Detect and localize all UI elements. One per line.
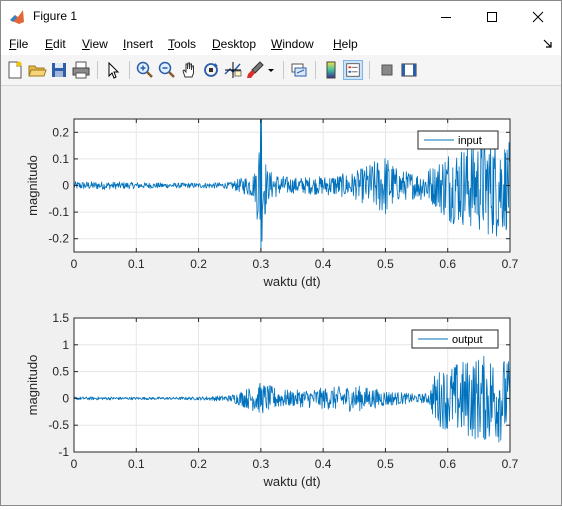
x-tick-label: 0.7 xyxy=(502,457,519,471)
y-tick-label: 1 xyxy=(62,338,69,352)
x-tick-label: 0.1 xyxy=(128,457,145,471)
x-tick-label: 0.4 xyxy=(315,257,332,271)
new-figure-icon[interactable] xyxy=(5,60,25,80)
menu-desktop[interactable]: Desktop xyxy=(212,37,257,51)
close-button[interactable] xyxy=(515,1,561,33)
y-tick-label: 1.5 xyxy=(52,311,69,325)
brush-dropdown-icon[interactable] xyxy=(265,60,277,80)
x-tick-label: 0 xyxy=(71,257,78,271)
figure-canvas[interactable]: 0 0.1 0.2 0.3 0.4 0.5 0.6 0.7 -0.2 -0.1 0 0.1 0.2 wak… xyxy=(1,86,561,505)
menu-view[interactable]: View xyxy=(82,37,108,51)
legend-label: output xyxy=(452,334,483,346)
zoom-out-icon[interactable] xyxy=(157,60,177,80)
series-line-output xyxy=(73,355,511,443)
show-plot-tools-icon[interactable] xyxy=(399,60,419,80)
toolbar-separator xyxy=(315,61,316,79)
menu-insert[interactable]: Insert xyxy=(123,37,154,51)
series-line-input xyxy=(73,118,511,253)
close-icon xyxy=(532,11,544,23)
x-axis-label: waktu (dt) xyxy=(262,274,320,289)
y-tick-label: 0.5 xyxy=(52,365,69,379)
menu-file[interactable]: File xyxy=(9,37,29,51)
zoom-in-icon[interactable] xyxy=(135,60,155,80)
y-tick-label: 0 xyxy=(62,179,69,193)
insert-legend-icon[interactable] xyxy=(343,60,363,80)
x-tick-label: 0.6 xyxy=(439,457,456,471)
select-arrow-icon[interactable] xyxy=(103,60,123,80)
x-tick-label: 0.1 xyxy=(128,257,145,271)
maximize-button[interactable] xyxy=(469,1,515,33)
legend-box[interactable] xyxy=(417,130,499,150)
menu-edit[interactable]: Edit xyxy=(45,37,66,51)
print-icon[interactable] xyxy=(71,60,91,80)
figure-toolbar xyxy=(1,55,561,86)
x-tick-label: 0.4 xyxy=(315,457,332,471)
title-bar[interactable]: Figure 1 xyxy=(1,1,561,33)
data-cursor-icon[interactable] xyxy=(223,60,243,80)
insert-colorbar-icon[interactable] xyxy=(321,60,341,80)
menu-help[interactable]: Help xyxy=(333,37,358,51)
minimize-button[interactable] xyxy=(423,1,469,33)
y-tick-label: -1 xyxy=(58,445,69,459)
matlab-icon xyxy=(10,10,24,24)
x-tick-label: 0.7 xyxy=(502,257,519,271)
y-tick-label: -0.1 xyxy=(48,205,69,219)
legend[interactable]: output xyxy=(411,329,499,349)
y-tick-label: 0.2 xyxy=(52,125,69,139)
x-tick-label: 0.3 xyxy=(253,457,270,471)
minimize-icon xyxy=(441,17,451,18)
toolbar-separator xyxy=(369,61,370,79)
x-tick-label: 0 xyxy=(71,457,78,471)
axes-frame xyxy=(73,317,511,453)
toolbar-separator xyxy=(283,61,284,79)
x-tick-label: 0.3 xyxy=(253,257,270,271)
window-title: Figure 1 xyxy=(33,9,78,23)
x-tick-label: 0.5 xyxy=(377,457,394,471)
x-tick-label: 0.5 xyxy=(377,257,394,271)
menu-bar: File Edit View Insert Tools Desktop Wind… xyxy=(1,33,561,55)
y-axis-label: magnitudo xyxy=(25,155,40,216)
x-tick-label: 0.2 xyxy=(190,457,207,471)
y-axis-label: magnitudo xyxy=(25,355,40,416)
brush-icon[interactable] xyxy=(245,60,265,80)
x-tick-label: 0.6 xyxy=(439,257,456,271)
x-axis-label: waktu (dt) xyxy=(262,474,320,489)
axes-2[interactable]: 0 0.1 0.2 0.3 0.4 0.5 0.6 0.7 -1 -0.5 0 0.5 1 1.5 wakt… xyxy=(25,311,519,489)
y-tick-label: -0.5 xyxy=(48,418,69,432)
menu-window[interactable]: Window xyxy=(271,37,314,51)
save-icon[interactable] xyxy=(49,60,69,80)
hide-plot-tools-icon[interactable] xyxy=(377,60,397,80)
menu-tools[interactable]: Tools xyxy=(168,37,197,51)
dock-arrow-icon[interactable] xyxy=(543,39,553,49)
legend[interactable]: input xyxy=(417,130,499,150)
figure-plots[interactable]: 0 0.1 0.2 0.3 0.4 0.5 0.6 0.7 -0.2 -0.1 0 0.1 0.2 wak… xyxy=(1,86,561,505)
legend-box[interactable] xyxy=(411,329,499,349)
toolbar-separator xyxy=(129,61,130,79)
axes-1[interactable]: 0 0.1 0.2 0.3 0.4 0.5 0.6 0.7 -0.2 -0.1 0 0.1 0.2 wak… xyxy=(25,118,519,289)
maximize-icon xyxy=(487,12,497,22)
legend-label: input xyxy=(458,135,482,147)
open-file-icon[interactable] xyxy=(27,60,47,80)
y-tick-label: 0 xyxy=(62,391,69,405)
rotate-3d-icon[interactable] xyxy=(201,60,221,80)
x-tick-label: 0.2 xyxy=(190,257,207,271)
pan-hand-icon[interactable] xyxy=(179,60,199,80)
y-tick-label: -0.2 xyxy=(48,232,69,246)
link-plot-icon[interactable] xyxy=(289,60,309,80)
toolbar-separator xyxy=(97,61,98,79)
y-tick-label: 0.1 xyxy=(52,152,69,166)
